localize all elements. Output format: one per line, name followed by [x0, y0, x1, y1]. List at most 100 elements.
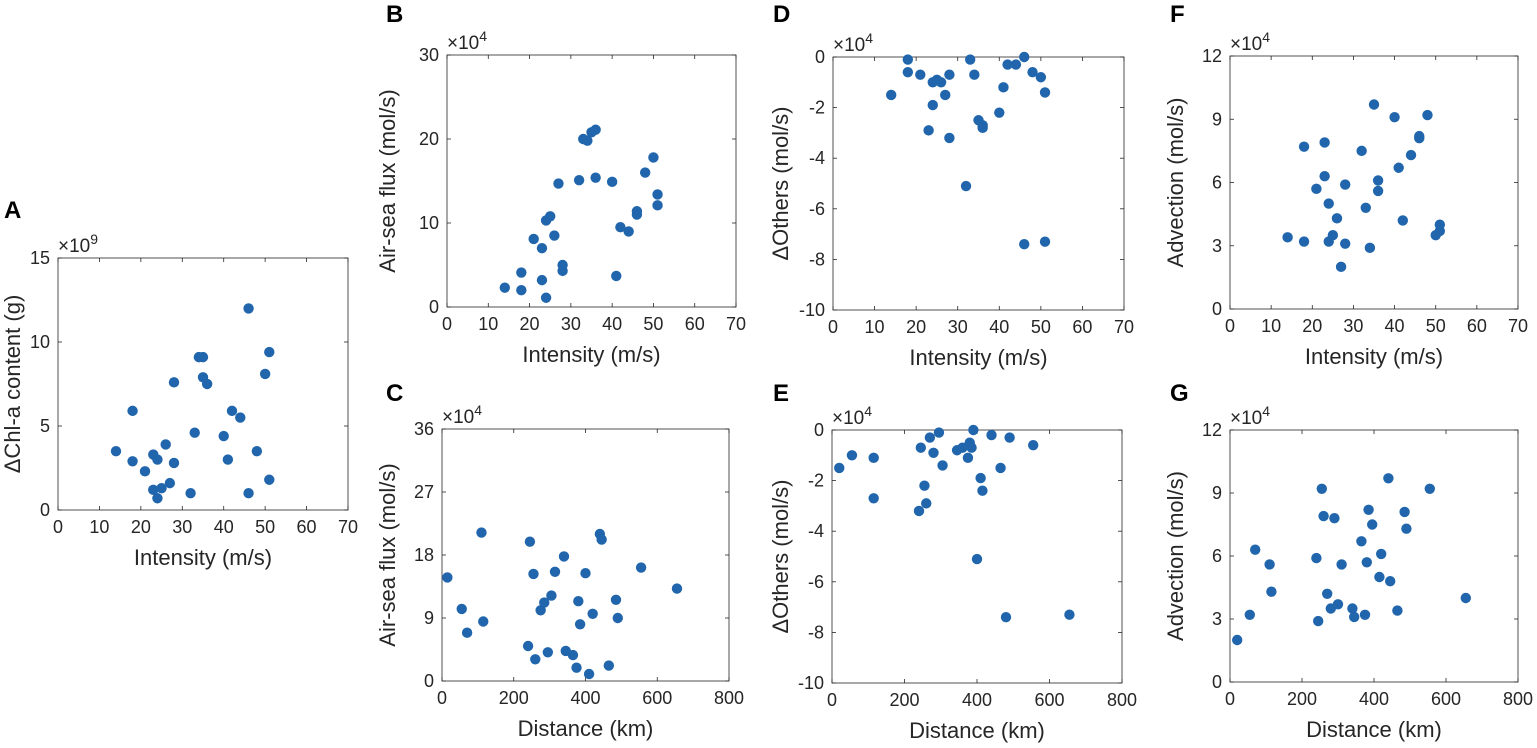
data-point [1359, 609, 1371, 620]
data-point [251, 446, 263, 457]
x-tick-label: 0 [1225, 689, 1235, 709]
data-point [1331, 213, 1343, 224]
data-point [264, 474, 275, 485]
data-point [456, 603, 467, 615]
y-tick-label: 12 [1202, 46, 1222, 66]
data-point [110, 446, 122, 457]
x-tick-label: 70 [338, 517, 358, 537]
data-point [1335, 261, 1347, 273]
data-point [1329, 513, 1340, 524]
data-point [1364, 242, 1376, 254]
data-point [148, 484, 159, 496]
exponent-base: ×10 [832, 408, 864, 429]
data-point [516, 285, 527, 296]
panel-g: 0 200 400 600 800 0 3 6 9 12 ×104 Distance (km) Adve… [1163, 380, 1533, 742]
y-tick-label: 0 [40, 500, 50, 520]
data-point [1323, 198, 1334, 209]
data-point [1019, 51, 1030, 63]
x-tick-label: 30 [1343, 316, 1363, 336]
x-tick-label: 60 [1072, 317, 1092, 337]
panel-label: E [773, 380, 789, 407]
x-tick-label: 10 [89, 517, 109, 537]
y-tick-label: 0 [815, 47, 825, 67]
panel-label: A [4, 197, 21, 224]
data-point [1376, 548, 1387, 560]
data-point [571, 662, 582, 673]
x-tick-label: 600 [1034, 690, 1064, 710]
data-point [516, 267, 527, 278]
exponent-base: ×10 [1230, 408, 1262, 429]
y-tick-label: -2 [808, 471, 824, 491]
x-tick-label: 800 [1107, 690, 1137, 710]
data-point [1327, 230, 1339, 241]
x-tick-label: 600 [1431, 689, 1461, 709]
data-point [977, 485, 988, 496]
data-point [259, 368, 271, 380]
data-point [152, 454, 163, 465]
data-point [189, 427, 200, 438]
data-point [919, 480, 930, 491]
data-point [1360, 202, 1371, 213]
x-axis-label: Intensity (m/s) [909, 345, 1047, 370]
data-point [915, 442, 927, 453]
y-tick-label: 9 [1212, 483, 1222, 503]
data-point [1266, 586, 1277, 597]
data-point [935, 77, 947, 88]
data-point [1372, 185, 1384, 197]
data-point [610, 594, 622, 605]
data-point [1319, 137, 1330, 148]
x-tick-label: 600 [642, 688, 672, 708]
data-point [442, 572, 453, 583]
x-tick-label: 800 [1503, 689, 1533, 709]
data-point [1318, 510, 1329, 522]
x-axis-label: Intensity (m/s) [1305, 344, 1443, 369]
x-tick-label: 70 [1508, 316, 1528, 336]
data-point [1393, 162, 1404, 173]
data-point [966, 442, 977, 453]
y-tick-label: -4 [809, 148, 825, 168]
data-point [1356, 145, 1367, 157]
x-axis-label: Intensity (m/s) [522, 342, 660, 367]
data-point [1322, 588, 1333, 599]
data-point [611, 270, 622, 282]
y-axis-label: ΔOthers (mol/s) [768, 479, 793, 633]
axis-exponent: ×104 [832, 403, 872, 429]
data-point [603, 660, 615, 671]
y-tick-label: -4 [808, 521, 824, 541]
y-axis-label: Air-sea flux (mol/s) [375, 463, 400, 646]
data-point [846, 450, 858, 461]
data-point [152, 493, 163, 504]
data-point [1010, 59, 1022, 70]
exponent-power: 4 [864, 403, 872, 419]
data-point [1019, 239, 1030, 250]
axis-exponent: ×104 [1230, 403, 1270, 429]
data-point [226, 405, 238, 417]
data-point [1000, 612, 1012, 623]
data-point [1363, 504, 1374, 515]
y-tick-label: -10 [799, 300, 825, 320]
data-point [164, 477, 176, 489]
x-tick-label: 40 [989, 317, 1009, 337]
data-point [1374, 571, 1385, 583]
data-point [868, 493, 879, 504]
y-tick-label: 10 [30, 332, 50, 352]
panel-label: B [386, 1, 403, 28]
data-point [573, 174, 585, 186]
y-tick-label: 0 [814, 420, 824, 440]
data-point [652, 189, 663, 200]
data-point [530, 654, 541, 665]
panel-b: 0 10 20 30 40 50 60 70 0 10 20 30 ×104 Intensity (m/s… [375, 1, 746, 367]
y-tick-label: -8 [808, 622, 824, 642]
data-point [612, 612, 623, 624]
y-tick-label: 20 [419, 129, 439, 149]
axis-exponent: ×104 [833, 30, 873, 56]
data-point [524, 536, 536, 547]
y-tick-label: 5 [40, 416, 50, 436]
data-point [1264, 559, 1275, 570]
data-point [587, 608, 598, 619]
y-tick-label: 3 [1212, 609, 1222, 629]
x-tick-label: 0 [1225, 316, 1235, 336]
y-tick-label: 10 [419, 213, 439, 233]
y-axis-label: Air-sea flux (mol/s) [375, 89, 400, 272]
